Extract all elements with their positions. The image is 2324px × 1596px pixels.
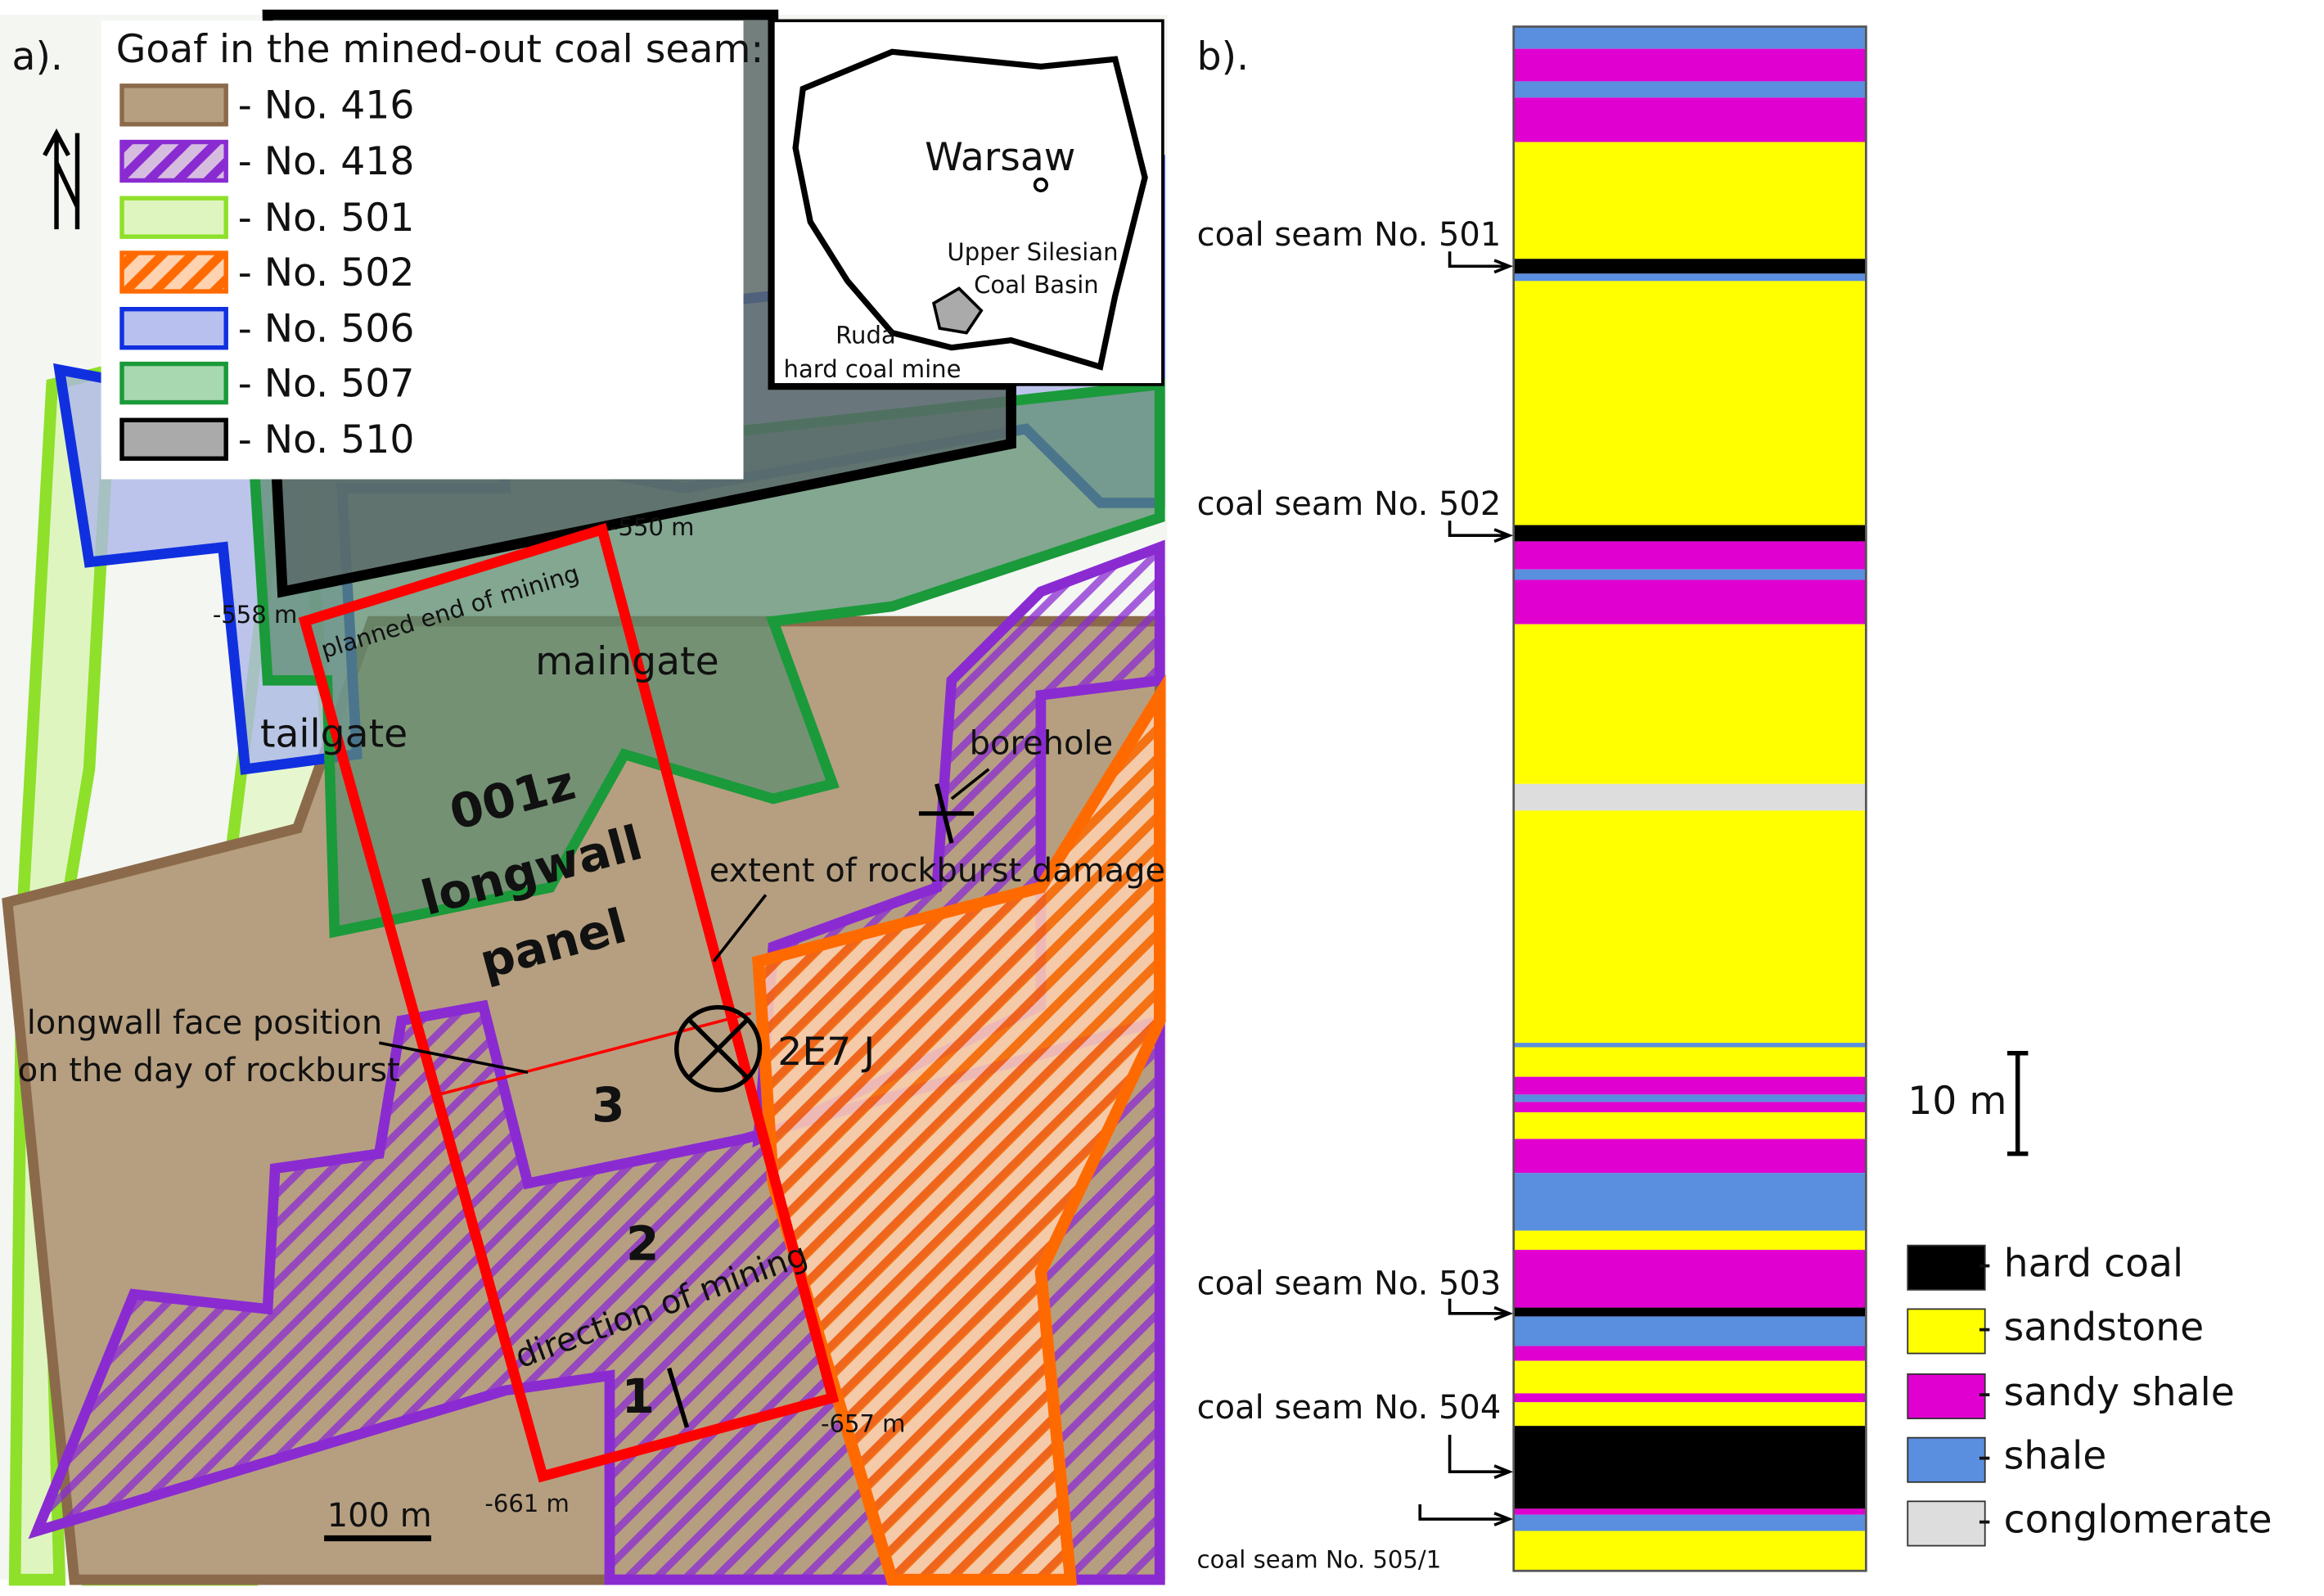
layer [1513,1250,1867,1308]
layer [1513,81,1867,98]
layer [1513,142,1867,259]
legend-item: - sandy shale [1978,1370,2235,1415]
depth: -657 m [821,1409,906,1437]
inset-mine: Ruda [835,321,896,349]
layer [1513,624,1867,784]
layer [1513,1514,1867,1531]
layer [1513,1402,1867,1427]
layer [1513,1346,1867,1361]
legend-swatch [1907,1373,1986,1420]
layer [1513,1173,1867,1231]
layer [1513,97,1867,142]
layer [1513,569,1867,580]
legend-item: - No. 416 [238,83,415,128]
layer [1513,1112,1867,1139]
seam-arrow [1448,521,1514,543]
legend-item: - No. 418 [238,139,415,184]
stage: 1 [622,1368,655,1424]
strat-column [1418,25,2029,1572]
layer [1513,810,1867,1044]
layer [1513,1094,1867,1102]
legend-item: - sandstone [1978,1305,2205,1350]
layer [1513,1307,1867,1317]
energy: 2E7 J [777,1030,875,1075]
seam-arrow [1448,251,1514,274]
inset-city: Warsaw [925,135,1075,180]
layer [1513,1230,1867,1251]
layer [1513,1360,1867,1394]
panel-label: a). [12,34,63,79]
map-label: tailgate [260,712,408,757]
layer [1513,525,1867,542]
scale-label: 10 m [1907,1079,2006,1124]
stage: 3 [592,1077,624,1133]
layer [1513,579,1867,624]
inset-basin: Coal Basin [974,271,1099,299]
layer [1513,1531,1867,1571]
layer [1513,1393,1867,1403]
depth: -550 m [610,513,695,541]
map-label: maingate [535,639,719,684]
legend-item: - No. 502 [238,250,415,295]
seam-arrow [1448,1298,1514,1321]
legend-item: - No. 510 [238,417,415,462]
legend-item: - No. 507 [238,361,415,406]
legend-item: - shale [1978,1434,2107,1479]
legend-item: - conglomerate [1978,1497,2272,1542]
layer [1513,259,1867,274]
layer [1513,1047,1867,1077]
scale-label: 100 m [327,1497,432,1535]
legend-swatch [1907,1500,1986,1547]
legend-item: - No. 506 [238,307,415,352]
depth: -661 m [484,1490,570,1517]
legend-swatch [1907,1308,1986,1355]
seam-label: coal seam No. 504 [1197,1389,1502,1427]
layer [1513,783,1867,811]
layer [1513,1508,1867,1515]
stage: 2 [626,1216,659,1272]
layer [1513,48,1867,82]
legend-swatch [1907,1436,1986,1483]
seam-label: coal seam No. 502 [1197,485,1502,523]
layer [1513,26,1867,49]
legend-item: - No. 501 [238,196,415,241]
map-label: longwall face position [27,1004,382,1042]
scale-bar [2006,1051,2029,1156]
legend-swatch [1907,1244,1986,1291]
layer [1513,273,1867,282]
map-label: borehole [970,725,1113,763]
column-frame [1512,25,1867,1572]
panel-b-text: b). coal seam No. 501 coal seam No. 502 … [1197,34,2272,1574]
map-label: extent of rockburst damage [709,852,1165,890]
legend-item: - hard coal [1978,1242,2183,1287]
layer [1513,1426,1867,1509]
layer [1513,1138,1867,1174]
seam-label: coal seam No. 505/1 [1197,1546,1442,1574]
seam-arrow [1418,1504,1514,1526]
depth: -558 m [213,601,298,629]
layer [1513,1076,1867,1095]
legend-title: Goaf in the mined-out coal seam: [116,27,764,72]
inset-mine: hard coal mine [784,355,962,383]
seam-label: coal seam No. 501 [1197,216,1502,254]
layer [1513,541,1867,570]
layer [1513,1316,1867,1346]
seam-arrow [1448,1435,1514,1480]
seam-label: coal seam No. 503 [1197,1265,1502,1302]
layer [1513,1102,1867,1113]
layer [1513,1043,1867,1048]
map-label: on the day of rockburst [18,1052,400,1089]
layer [1513,281,1867,525]
panel-label: b). [1197,34,1249,79]
inset-basin: Upper Silesian [947,238,1118,266]
map [0,9,1168,1586]
